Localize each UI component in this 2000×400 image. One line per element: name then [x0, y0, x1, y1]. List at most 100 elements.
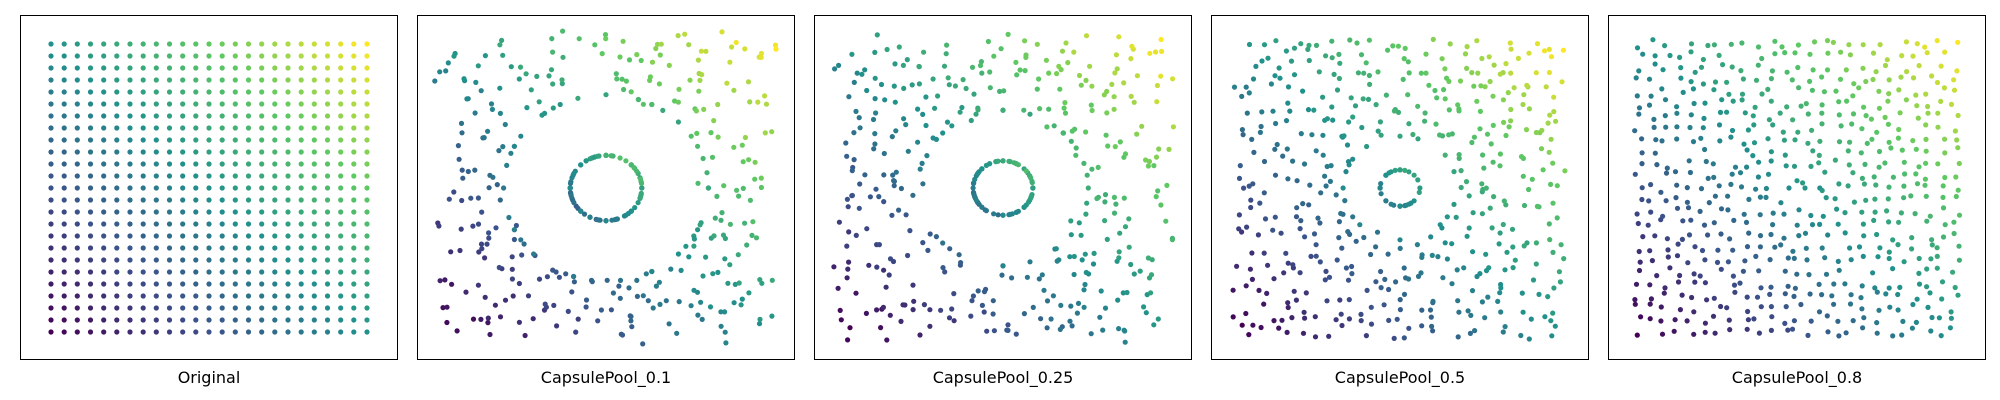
- scatter-point: [968, 313, 974, 319]
- scatter-point: [1027, 259, 1033, 265]
- scatter-point: [1757, 244, 1763, 250]
- scatter-point: [1858, 295, 1864, 301]
- scatter-point: [166, 41, 173, 47]
- scatter-point: [324, 209, 331, 215]
- scatter-point: [298, 281, 304, 287]
- scatter-point: [74, 101, 80, 107]
- scatter-point: [736, 193, 742, 199]
- scatter-point: [1940, 234, 1947, 240]
- scatter-point: [900, 62, 906, 68]
- scatter-point: [1646, 76, 1653, 82]
- scatter-point: [486, 185, 492, 191]
- scatter-point: [1293, 214, 1300, 220]
- scatter-point: [490, 174, 496, 180]
- scatter-point: [1955, 187, 1961, 193]
- scatter-point: [1101, 92, 1107, 98]
- scatter-point: [1395, 109, 1402, 115]
- scatter-point: [1429, 323, 1435, 329]
- scatter-point: [166, 197, 173, 203]
- scatter-point: [219, 185, 225, 191]
- scatter-point: [1871, 217, 1877, 223]
- scatter-point: [232, 329, 238, 335]
- scatter-point: [746, 290, 752, 296]
- scatter-point: [259, 65, 265, 71]
- scatter-point: [272, 161, 278, 167]
- scatter-point: [1705, 232, 1711, 238]
- scatter-point: [285, 113, 291, 119]
- scatter-point: [1098, 288, 1104, 294]
- scatter-point: [1302, 234, 1308, 240]
- scatter-point: [1745, 308, 1751, 315]
- scatter-point: [1667, 265, 1673, 271]
- scatter-point: [1336, 235, 1342, 241]
- scatter-point: [1890, 237, 1896, 243]
- scatter-point: [1030, 185, 1036, 191]
- scatter-point: [1785, 255, 1791, 261]
- scatter-point: [1805, 111, 1811, 117]
- scatter-point: [101, 101, 107, 107]
- scatter-point: [1638, 314, 1644, 320]
- scatter-point: [1102, 218, 1108, 224]
- scatter-point: [1508, 118, 1514, 124]
- scatter-point: [259, 197, 265, 203]
- scatter-point: [1294, 178, 1300, 184]
- scatter-point: [1757, 194, 1763, 200]
- scatter-point: [1809, 127, 1815, 133]
- scatter-point: [924, 153, 930, 159]
- scatter-point: [1317, 259, 1323, 265]
- scatter-point: [1885, 121, 1891, 127]
- scatter-point: [1899, 147, 1905, 153]
- scatter-point: [311, 317, 317, 323]
- scatter-point: [338, 317, 344, 323]
- scatter-point: [166, 53, 173, 59]
- scatter-point: [1781, 235, 1787, 241]
- scatter-point: [364, 329, 370, 335]
- scatter-point: [1337, 60, 1343, 66]
- scatter-point: [859, 71, 865, 77]
- scatter-point: [74, 185, 80, 191]
- scatter-point: [1831, 301, 1837, 307]
- scatter-point: [1117, 230, 1123, 236]
- scatter-point: [1430, 328, 1436, 334]
- scatter-point: [714, 193, 720, 199]
- scatter-point: [1790, 117, 1796, 123]
- scatter-point: [285, 185, 291, 191]
- scatter-point: [1324, 163, 1330, 170]
- scatter-point: [338, 89, 344, 95]
- scatter-point: [1842, 230, 1848, 236]
- scatter-point: [1648, 182, 1654, 188]
- scatter-point: [1806, 272, 1812, 278]
- scatter-point: [48, 317, 54, 323]
- scatter-point: [1015, 162, 1021, 168]
- panel-caption: CapsulePool_0.5: [1334, 368, 1466, 387]
- scatter-point: [1345, 229, 1351, 235]
- scatter-point: [708, 130, 714, 136]
- scatter-point: [700, 155, 706, 162]
- scatter-point: [166, 233, 173, 239]
- scatter-point: [1239, 93, 1245, 99]
- scatter-point: [1816, 152, 1822, 158]
- scatter-point: [1819, 121, 1825, 127]
- scatter-point: [1262, 216, 1269, 222]
- scatter-point: [206, 305, 212, 311]
- scatter-point: [758, 50, 764, 57]
- scatter-point: [1423, 70, 1429, 76]
- scatter-point: [1341, 133, 1347, 139]
- scatter-point: [1956, 243, 1962, 249]
- scatter-point: [87, 77, 94, 83]
- scatter-point: [1781, 211, 1787, 217]
- scatter-point: [1326, 333, 1332, 339]
- scatter-point: [987, 85, 993, 91]
- scatter-point: [1955, 39, 1961, 45]
- scatter-point: [114, 293, 120, 299]
- scatter-point: [1560, 47, 1566, 53]
- scatter-point: [1073, 145, 1079, 151]
- scatter-point: [61, 221, 67, 227]
- scatter-point: [930, 76, 936, 82]
- scatter-point: [1524, 82, 1530, 88]
- scatter-point: [364, 185, 370, 191]
- scatter-point: [206, 233, 212, 239]
- scatter-point: [1557, 279, 1563, 285]
- scatter-point: [1886, 77, 1892, 83]
- scatter-point: [1419, 254, 1425, 260]
